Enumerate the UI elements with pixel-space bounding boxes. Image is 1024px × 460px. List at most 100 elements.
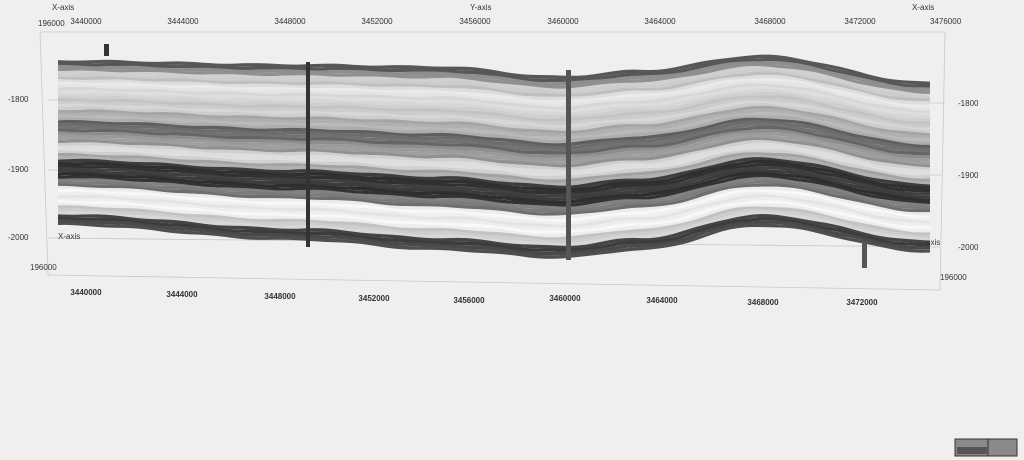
tick-label: 3472000 [844, 17, 876, 26]
stratum-band [58, 208, 930, 244]
stratum-band [58, 61, 930, 91]
tick-label: -2000 [958, 243, 979, 252]
stratum-band [58, 216, 930, 252]
axis-value: 196000 [30, 263, 57, 272]
grid-line [47, 274, 941, 291]
stratum-band [58, 197, 930, 232]
stratum-band [58, 78, 930, 108]
stratum-band [58, 63, 930, 95]
stratum-band [58, 183, 930, 216]
stratum-band [58, 105, 930, 137]
tick-label: 3456000 [459, 17, 491, 26]
stratum-band [58, 154, 930, 187]
tick-label: 3448000 [274, 17, 306, 26]
tick-label: 3452000 [361, 17, 393, 26]
stratum-band [58, 142, 930, 174]
stratum-band [58, 117, 930, 149]
stratum-band [58, 83, 930, 115]
stratum-band [58, 152, 930, 184]
tick-label: 3464000 [644, 17, 676, 26]
tick-label: 3468000 [754, 17, 786, 26]
tick-label: 3452000 [358, 294, 390, 303]
well [566, 70, 571, 260]
stratum-band [58, 57, 930, 88]
stratum-band [58, 108, 930, 139]
stratum-band [58, 137, 930, 169]
stratum-band [58, 188, 930, 223]
tick-label: 3444000 [167, 17, 199, 26]
axis-title: X-axis [912, 3, 934, 12]
stratum-band [58, 171, 930, 205]
tick-label: 3448000 [264, 292, 296, 301]
well-marker [862, 242, 867, 268]
stratum-band [58, 115, 930, 145]
stratum-band [58, 98, 930, 129]
stratum-band [58, 159, 930, 192]
axis-value: 3476000 [930, 17, 962, 26]
tick-label: 3440000 [70, 288, 102, 297]
stratum-band [58, 194, 930, 229]
view-widget[interactable] [954, 438, 1018, 457]
tick-label: -1900 [958, 171, 979, 180]
stratum-band [58, 91, 930, 122]
tick-label: -2000 [8, 233, 29, 242]
stratum-band [58, 149, 930, 180]
stratum-band [58, 125, 930, 156]
stratum-band [58, 103, 930, 134]
stratum-band [58, 74, 930, 105]
stratum-band [58, 71, 930, 103]
stratum-band [58, 166, 930, 198]
tick-label: 3456000 [453, 296, 485, 305]
stratum-band [58, 122, 930, 154]
well [306, 62, 310, 247]
stratum-band [58, 81, 930, 112]
strata-model [58, 54, 930, 259]
stratum-band [58, 95, 930, 125]
axis-title: Y-axis [470, 3, 492, 12]
stratum-band [58, 100, 930, 132]
tick-label: 3440000 [70, 17, 102, 26]
tick-label: 3472000 [846, 298, 878, 307]
stratum-band [58, 163, 930, 195]
widget-part [957, 447, 987, 454]
stratum-band [58, 54, 930, 85]
grid-line [939, 31, 946, 291]
stratum-band [58, 185, 930, 220]
tick-label: -1900 [8, 165, 29, 174]
stratum-band [58, 211, 930, 247]
tick-label: 3460000 [549, 294, 581, 303]
axis-value: 196000 [38, 19, 65, 28]
stratum-band [58, 205, 930, 241]
stratum-band [58, 221, 930, 259]
tick-label: -1800 [958, 99, 979, 108]
stratum-band [58, 146, 930, 176]
stratum-band [58, 200, 930, 234]
stratum-band [58, 180, 930, 213]
tick-label: 3468000 [747, 298, 779, 307]
stratum-band [58, 66, 930, 98]
tick-label: 3460000 [547, 17, 579, 26]
stratum-band [58, 112, 930, 142]
stratum-band [58, 140, 930, 171]
stratum-band [58, 169, 930, 202]
stratum-band [58, 218, 930, 256]
tick-label: 3464000 [646, 296, 678, 305]
stratum-band [58, 88, 930, 120]
stratum-band [58, 214, 930, 250]
stratum-band [58, 132, 930, 162]
axis-title: X-axis [58, 232, 80, 241]
stratum-band [58, 191, 930, 226]
stratum-band [58, 85, 930, 117]
stratum-band [58, 157, 930, 190]
stratum-band [58, 174, 930, 208]
grid-line [39, 31, 49, 276]
stratum-band [58, 68, 930, 100]
stratum-band [58, 177, 930, 211]
well-marker [104, 44, 109, 56]
tick-label: 3444000 [166, 290, 198, 299]
axis-title: axis [926, 238, 940, 247]
stratum-band [58, 202, 930, 238]
stratum-band [58, 129, 930, 159]
